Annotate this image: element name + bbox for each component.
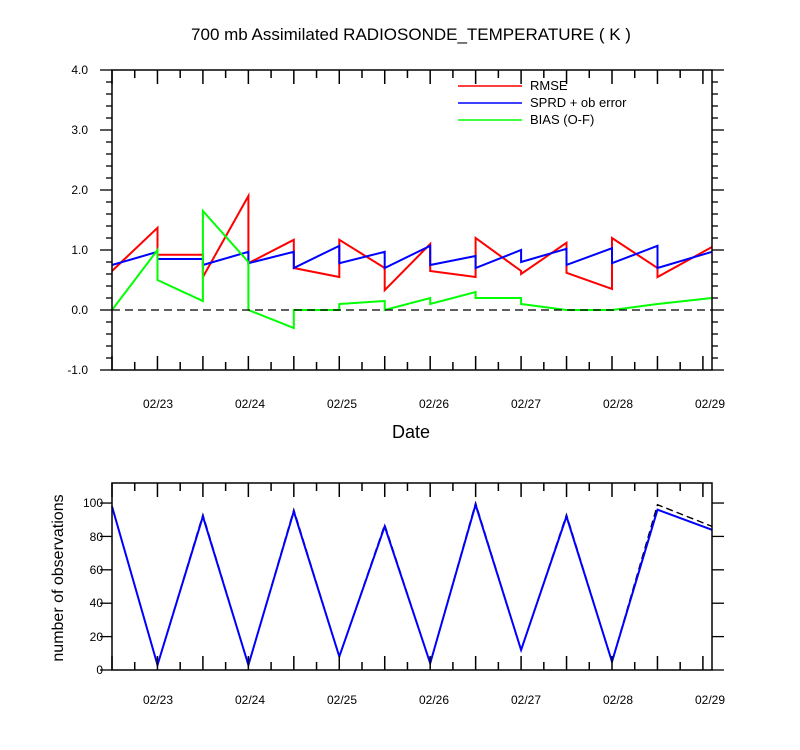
y-tick-label: 0 <box>96 663 103 677</box>
x-tick-label: 02/25 <box>327 397 357 411</box>
series-line-bias <box>111 208 713 330</box>
y-tick-label: 1.0 <box>71 243 88 257</box>
x-tick-label: 02/28 <box>603 693 633 707</box>
series-line-sprd <box>111 244 713 270</box>
x-tick-label: 02/27 <box>511 397 541 411</box>
chart-title: 700 mb Assimilated RADIOSONDE_TEMPERATUR… <box>191 25 631 44</box>
x-tick-label: 02/29 <box>695 397 725 411</box>
y-axis-label: number of observations <box>50 494 67 661</box>
x-tick-label: 02/26 <box>419 693 449 707</box>
y-tick-label: 20 <box>90 630 104 644</box>
x-tick-label: 02/24 <box>235 693 265 707</box>
x-tick-label: 02/24 <box>235 397 265 411</box>
bottom-axis-ticks <box>100 483 724 671</box>
series-line-obs-possible <box>111 500 713 668</box>
x-tick-label: 02/23 <box>143 693 173 707</box>
x-tick-label: 02/25 <box>327 693 357 707</box>
y-tick-label: 40 <box>90 596 104 610</box>
bottom-panel: 0 20 40 60 80 100 02/23 02/24 02/25 02/2… <box>50 482 725 707</box>
x-tick-label: 02/27 <box>511 693 541 707</box>
x-tick-label: 02/29 <box>695 693 725 707</box>
y-tick-label: 4.0 <box>71 63 88 77</box>
top-axis-ticks <box>100 69 724 371</box>
y-tick-label: 60 <box>90 563 104 577</box>
x-tick-label: 02/26 <box>419 397 449 411</box>
x-axis-label: Date <box>392 422 430 442</box>
legend-label-rmse: RMSE <box>530 78 568 93</box>
legend: RMSE SPRD + ob error BIAS (O-F) <box>458 78 627 127</box>
x-tick-label: 02/28 <box>603 397 633 411</box>
y-tick-label: 0.0 <box>71 303 88 317</box>
y-tick-label: 2.0 <box>71 183 88 197</box>
y-tick-label: 100 <box>83 496 103 510</box>
y-tick-label: 3.0 <box>71 123 88 137</box>
bottom-plot-frame <box>111 482 713 671</box>
legend-label-bias: BIAS (O-F) <box>530 112 594 127</box>
top-series-group <box>111 192 713 330</box>
series-line-obs-used <box>111 501 713 669</box>
bottom-series-group <box>111 500 713 669</box>
y-tick-label: -1.0 <box>67 363 88 377</box>
legend-label-sprd: SPRD + ob error <box>530 95 627 110</box>
x-tick-label: 02/23 <box>143 397 173 411</box>
top-plot-frame <box>111 69 713 371</box>
top-panel: -1.0 0.0 1.0 2.0 3.0 4.0 02/23 02/24 02/… <box>67 63 725 442</box>
y-tick-label: 80 <box>90 530 104 544</box>
